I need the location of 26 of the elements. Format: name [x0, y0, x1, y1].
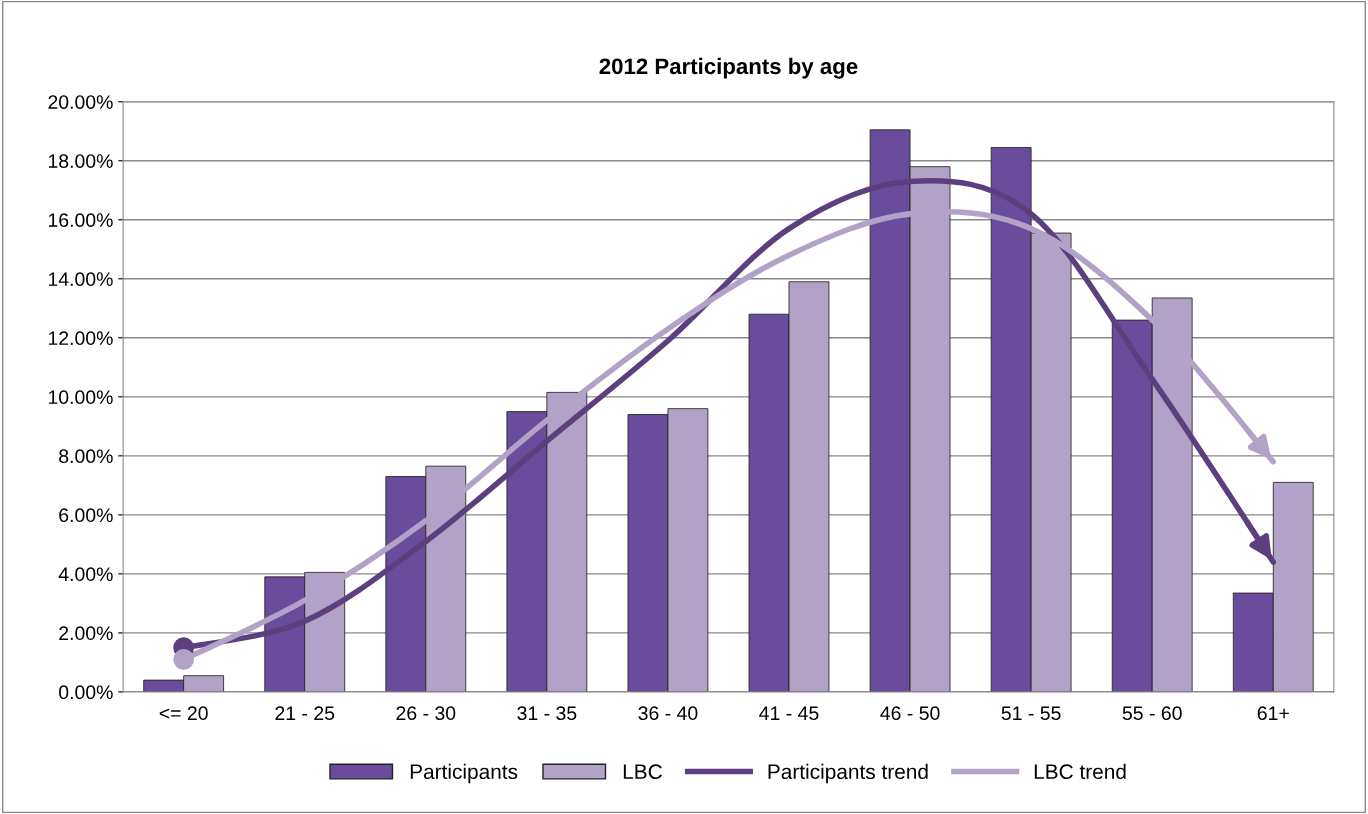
x-tick-label: 21 - 25	[275, 706, 335, 721]
legend-label: Participants trend	[768, 763, 928, 784]
x-tick-label: 41 - 45	[759, 706, 819, 721]
y-tick-label: 8.00%	[59, 449, 113, 464]
y-tick-label: 18.00%	[48, 154, 113, 168]
x-tick-label: 55 - 60	[1122, 706, 1182, 721]
legend-label: LBC	[623, 764, 662, 780]
y-tick-label: 4.00%	[58, 567, 113, 582]
x-tick-label: 31 - 35	[517, 706, 577, 721]
y-tick-label: 2.00%	[59, 626, 113, 641]
x-tick-label: 51 - 55	[1001, 706, 1061, 721]
y-tick-label: 14.00%	[48, 272, 113, 287]
y-tick-label: 16.00%	[48, 213, 113, 228]
x-tick-label: 46 - 50	[880, 706, 940, 721]
x-tick-label: 26 - 30	[396, 706, 456, 721]
legend-label: LBC trend	[1034, 763, 1126, 780]
x-tick-label: 61+	[1257, 706, 1289, 721]
y-tick-label: 0.00%	[59, 685, 113, 700]
y-tick-label: 6.00%	[59, 508, 113, 523]
x-tick-label: 36 - 40	[638, 706, 698, 721]
y-tick-label: 10.00%	[48, 390, 113, 405]
y-tick-label: 20.00%	[48, 95, 113, 109]
x-tick-label: <= 20	[159, 706, 208, 721]
y-tick-label: 12.00%	[48, 331, 113, 346]
chart-title: 2012 Participants by age	[599, 57, 858, 79]
legend-label: Participants	[410, 763, 518, 784]
